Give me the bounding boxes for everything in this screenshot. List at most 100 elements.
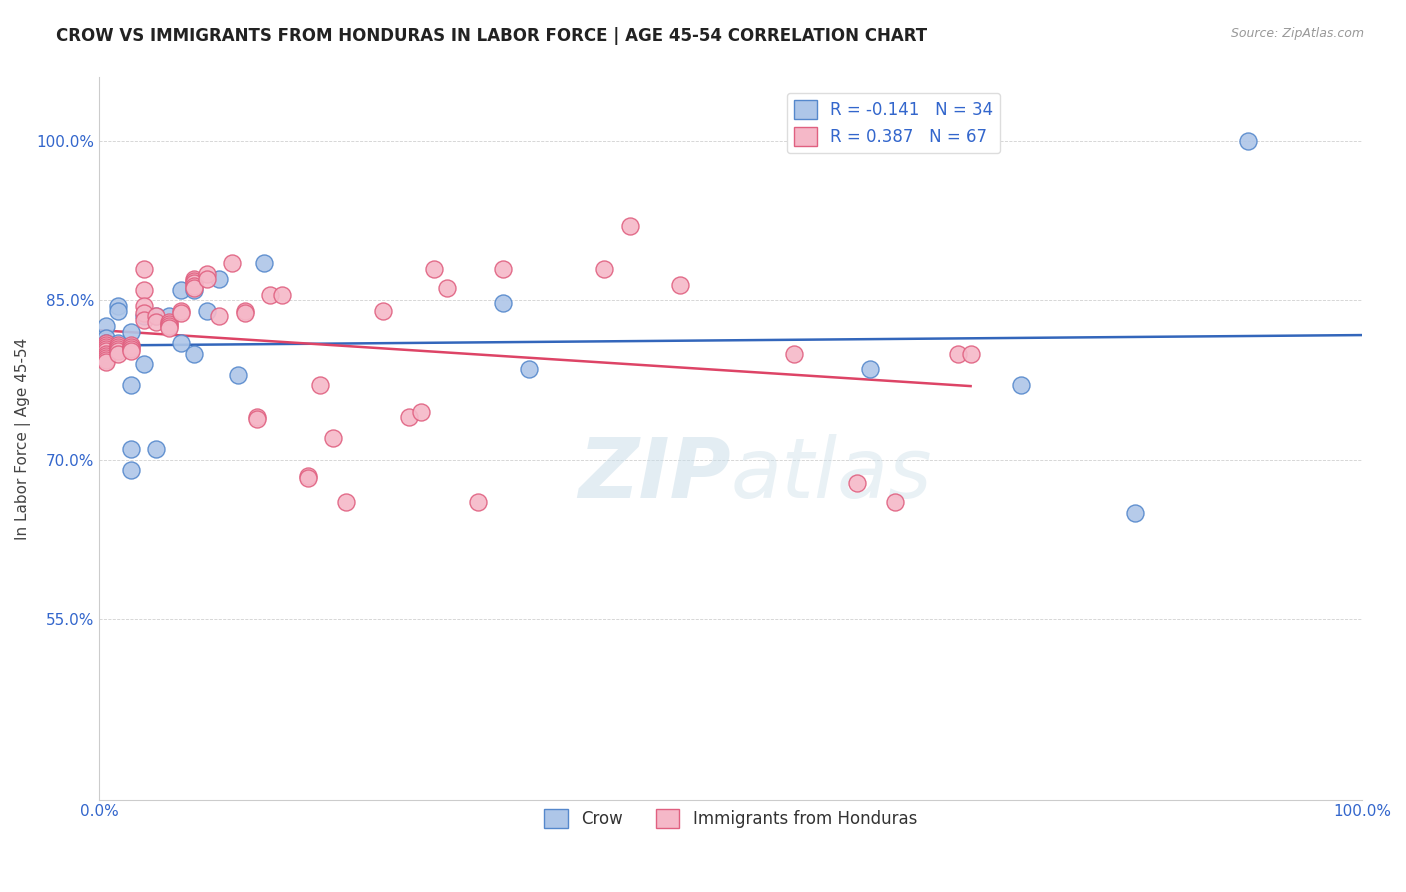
Point (373, 304, 395, 318)
Point (132, 312, 155, 326)
Point (309, 378, 332, 392)
Point (145, 310, 167, 324)
Point (183, 283, 205, 297)
Point (94, 355, 117, 369)
Point (94, 338, 117, 352)
Legend: Crow, Immigrants from Honduras: Crow, Immigrants from Honduras (537, 802, 924, 835)
Point (107, 343, 129, 357)
Point (132, 283, 155, 297)
Point (94, 335, 117, 350)
Point (783, 346, 806, 360)
Point (107, 340, 129, 354)
Point (120, 338, 142, 352)
Point (120, 340, 142, 354)
Point (94, 343, 117, 357)
Point (226, 368, 249, 382)
Point (259, 288, 281, 302)
Point (183, 278, 205, 293)
Point (183, 272, 205, 286)
Text: CROW VS IMMIGRANTS FROM HONDURAS IN LABOR FORCE | AGE 45-54 CORRELATION CHART: CROW VS IMMIGRANTS FROM HONDURAS IN LABO… (56, 27, 928, 45)
Point (183, 277, 205, 291)
Point (94, 338, 117, 352)
Point (107, 304, 129, 318)
Point (858, 362, 880, 376)
Point (94, 340, 117, 354)
Point (208, 272, 231, 286)
Point (157, 317, 180, 331)
Point (297, 468, 319, 483)
Point (94, 344, 117, 359)
Point (195, 272, 218, 286)
Point (195, 267, 218, 281)
Point (297, 471, 319, 485)
Point (183, 274, 205, 288)
Point (1123, 506, 1146, 520)
Point (145, 315, 167, 329)
Point (94, 346, 117, 360)
Point (233, 306, 256, 320)
Point (94, 352, 117, 367)
Point (946, 346, 969, 360)
Point (170, 283, 193, 297)
Point (107, 344, 129, 359)
Point (322, 432, 344, 446)
Point (846, 476, 869, 491)
Point (157, 310, 180, 324)
Point (252, 256, 274, 270)
Point (246, 410, 269, 425)
Point (132, 299, 155, 313)
Point (157, 315, 180, 329)
Point (132, 261, 155, 276)
Point (107, 338, 129, 352)
Point (94, 318, 117, 333)
Point (94, 346, 117, 360)
Point (195, 304, 218, 318)
Point (170, 304, 193, 318)
Point (120, 326, 142, 340)
Point (208, 310, 231, 324)
Point (467, 495, 489, 509)
Text: Source: ZipAtlas.com: Source: ZipAtlas.com (1230, 27, 1364, 40)
Point (107, 346, 129, 360)
Point (132, 357, 155, 371)
Point (170, 335, 193, 350)
Point (183, 346, 205, 360)
Point (492, 295, 515, 310)
Point (132, 306, 155, 320)
Point (120, 343, 142, 357)
Point (1010, 378, 1032, 392)
Point (593, 261, 616, 276)
Point (883, 495, 905, 509)
Point (94, 351, 117, 365)
Point (492, 261, 515, 276)
Point (94, 340, 117, 354)
Point (398, 410, 420, 425)
Point (669, 277, 692, 292)
Point (120, 344, 142, 359)
Point (170, 306, 193, 320)
Point (94, 343, 117, 357)
Point (335, 495, 357, 509)
Text: atlas: atlas (731, 434, 932, 515)
Text: ZIP: ZIP (578, 434, 731, 515)
Point (132, 310, 155, 324)
Point (94, 330, 117, 344)
Point (517, 362, 540, 376)
Point (120, 378, 142, 392)
Point (221, 256, 243, 270)
Point (1237, 134, 1260, 148)
Point (423, 261, 446, 276)
Point (107, 299, 129, 313)
Point (959, 346, 981, 360)
Point (120, 442, 142, 456)
Point (94, 344, 117, 359)
Point (145, 442, 167, 456)
Point (246, 412, 269, 426)
Y-axis label: In Labor Force | Age 45-54: In Labor Force | Age 45-54 (15, 337, 31, 540)
Point (157, 321, 180, 335)
Point (436, 281, 458, 295)
Point (145, 310, 167, 324)
Point (619, 219, 641, 233)
Point (271, 288, 294, 302)
Point (94, 335, 117, 350)
